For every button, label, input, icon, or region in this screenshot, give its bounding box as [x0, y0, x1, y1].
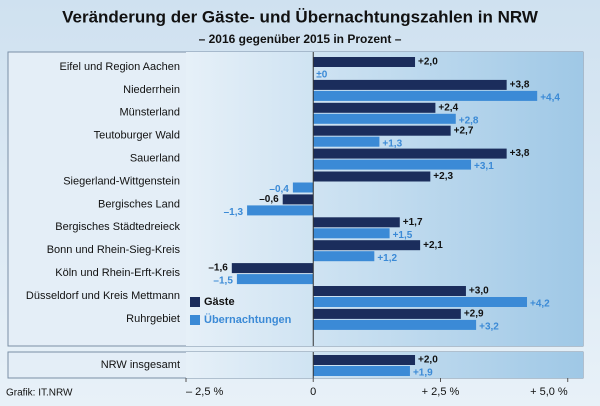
value-label: +4,4 [540, 93, 560, 104]
category-label: Siegerland-Wittgenstein [63, 175, 180, 187]
value-label: +1,5 [393, 230, 413, 241]
bar [313, 148, 507, 159]
category-label: Bonn und Rhein-Sieg-Kreis [47, 244, 181, 256]
value-label: +2,9 [464, 309, 484, 320]
bar [313, 136, 380, 147]
chart-title: Veränderung der Gäste- und Übernachtungs… [62, 7, 539, 26]
value-label: +1,3 [382, 138, 402, 149]
bar [313, 159, 472, 170]
bar [313, 355, 416, 365]
legend-swatch [190, 297, 200, 307]
category-label: Niederrhein [123, 84, 180, 96]
bar [313, 240, 421, 251]
value-label: +3,8 [510, 80, 530, 91]
value-label: +2,7 [454, 125, 474, 136]
bar [313, 366, 410, 376]
bar [236, 274, 314, 285]
category-label: Teutoburger Wald [94, 130, 180, 142]
bar [313, 319, 477, 330]
category-label: Düsseldorf und Kreis Mettmann [26, 290, 180, 302]
category-label: Ruhrgebiet [126, 313, 180, 325]
value-label: +2,0 [418, 355, 438, 366]
x-tick-label: 0 [310, 386, 316, 398]
bar [247, 205, 314, 216]
category-label: Münsterland [119, 107, 180, 119]
legend-label: Gäste [204, 296, 235, 308]
bar [313, 79, 507, 90]
chart-subtitle: – 2016 gegenüber 2015 in Prozent – [199, 32, 402, 46]
value-label: +2,8 [459, 115, 479, 126]
category-label: Eifel und Region Aachen [60, 61, 180, 73]
source: Grafik: IT.NRW [6, 388, 73, 399]
bar [313, 57, 416, 67]
x-tick-label: + 2,5 % [422, 386, 460, 398]
value-label: +4,2 [530, 299, 550, 310]
value-label: +3,0 [469, 286, 489, 297]
x-tick-label: – 2,5 % [186, 386, 224, 398]
category-label: Köln und Rhein-Erft-Kreis [55, 267, 180, 279]
category-label: Bergisches Land [98, 198, 180, 210]
value-label: ±0 [316, 70, 327, 81]
value-label: +3,8 [510, 148, 530, 159]
value-label: +2,4 [438, 102, 458, 113]
value-label: +1,7 [403, 217, 423, 228]
value-label: +3,1 [474, 161, 494, 172]
bar [313, 125, 451, 136]
bar [313, 308, 461, 319]
category-label: Sauerland [130, 153, 180, 165]
value-label: –0,6 [259, 194, 279, 205]
bar [313, 228, 390, 239]
bar [282, 194, 314, 205]
bar [313, 102, 436, 113]
value-label: +2,0 [418, 57, 438, 68]
bar [313, 297, 528, 307]
legend-label: Übernachtungen [204, 313, 292, 326]
value-label: –0,4 [269, 184, 289, 195]
legend-swatch [190, 315, 200, 325]
bar [292, 182, 314, 193]
bar [313, 217, 400, 228]
value-label: –1,6 [208, 263, 228, 274]
bar [313, 171, 431, 182]
bar [313, 251, 375, 262]
value-label: +3,2 [479, 322, 499, 333]
bar [313, 90, 538, 101]
bar [313, 113, 456, 124]
value-label: +2,3 [433, 171, 453, 182]
value-label: +1,2 [377, 253, 397, 264]
value-label: –1,3 [224, 207, 244, 218]
x-tick-label: + 5,0 % [530, 386, 568, 398]
value-label: –1,5 [213, 276, 233, 287]
bar [231, 263, 314, 274]
value-label: +2,1 [423, 240, 443, 251]
category-label: Bergisches Städtedreieck [55, 221, 180, 233]
value-label: +1,9 [413, 368, 433, 379]
category-label: NRW insgesamt [101, 359, 180, 371]
bar [313, 286, 466, 296]
